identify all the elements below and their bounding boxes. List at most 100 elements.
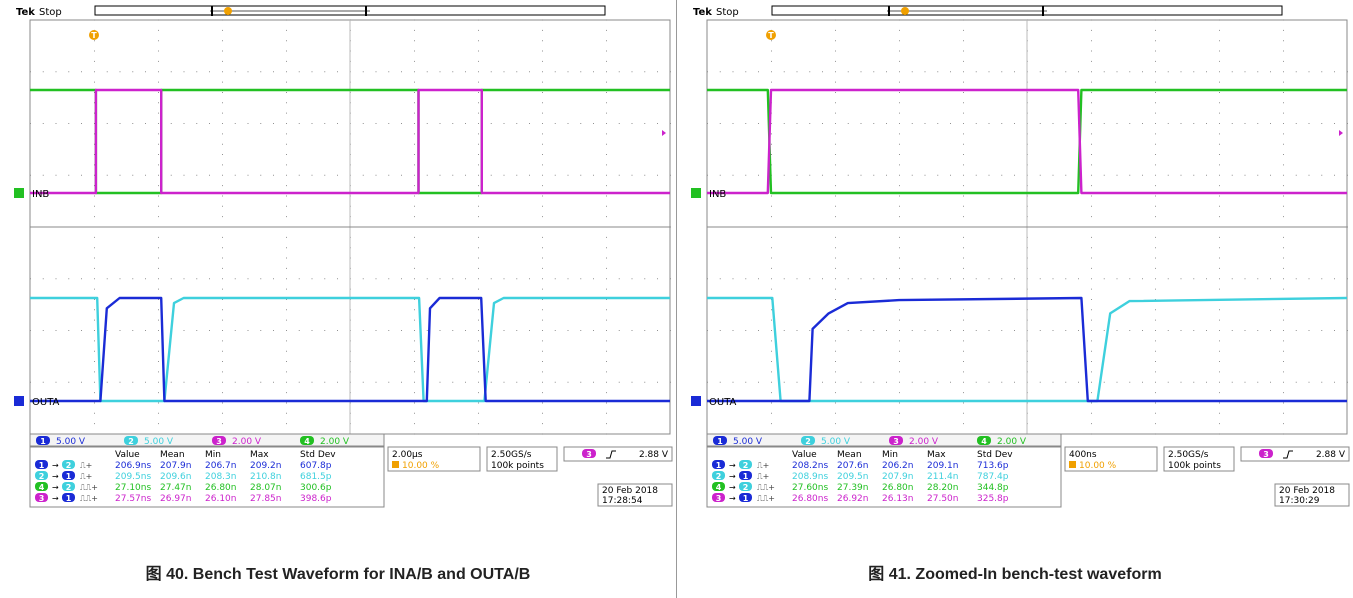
channel-scale-4: 2.00 V [320, 437, 350, 447]
channel-scale-bar [29, 433, 385, 447]
timebase-value: 2.00µs [392, 450, 423, 460]
trigger-channel: 3 [1263, 450, 1269, 459]
meas-row-2-to-badge [739, 482, 752, 491]
measurement-header-2: Min [882, 450, 898, 460]
trigger-level: 2.88 V [639, 450, 669, 460]
waveform-ch4 [707, 88, 1347, 195]
date-value: 20 Feb 2018 [1279, 486, 1335, 496]
trigger-pos-icon [392, 461, 399, 468]
measurement-header-0: Value [792, 450, 817, 460]
trace-label-upper: INB [709, 189, 726, 200]
trigger-position-value: 10.00 % [402, 461, 440, 471]
meas-row-1-val-4: 681.5p [300, 472, 332, 482]
meas-row-1-val-0: 209.5ns [115, 472, 151, 482]
meas-row-0-arrow: → [729, 461, 736, 470]
channel-scale-1: 5.00 V [56, 437, 86, 447]
meas-row-2-val-4: 344.8p [977, 483, 1009, 493]
meas-row-1-to-badge [739, 471, 752, 480]
meas-row-3-from-badge [35, 493, 48, 502]
brand-label: Tek [693, 7, 712, 18]
measurement-header-3: Max [250, 450, 269, 460]
record-length-value: 100k points [491, 461, 544, 471]
channel-scale-1: 5.00 V [733, 437, 763, 447]
meas-row-2-val-3: 28.07n [250, 483, 281, 493]
measurement-header-1: Mean [160, 450, 185, 460]
meas-row-3-from: 3 [39, 494, 45, 503]
waveform-ch3 [30, 88, 670, 195]
trace-label-lower: OUTA [32, 397, 60, 408]
trace-label-upper: INB [32, 189, 49, 200]
channel-badge-num-4: 4 [304, 437, 310, 446]
meas-row-0-val-2: 206.2n [882, 461, 913, 471]
channel-badge-num-2: 2 [805, 437, 811, 446]
meas-row-0-to-badge [62, 460, 75, 469]
time-value: 17:28:54 [602, 496, 643, 506]
measurement-header-0: Value [115, 450, 140, 460]
meas-row-1-to-badge [62, 471, 75, 480]
datetime-box [1274, 483, 1350, 507]
channel-badge-num-3: 3 [216, 437, 222, 446]
channel-badge-num-3: 3 [893, 437, 899, 446]
meas-row-3-val-3: 27.85n [250, 494, 281, 504]
meas-row-1-to: 1 [66, 472, 72, 481]
meas-row-0-from-badge [35, 460, 48, 469]
channel-scale-3: 2.00 V [909, 437, 939, 447]
trigger-position-label: T [768, 31, 774, 40]
record-trigger-marker [224, 7, 232, 15]
meas-row-3-val-1: 26.97n [160, 494, 191, 504]
meas-row-3-val-2: 26.13n [882, 494, 913, 504]
waveform-ch3 [707, 88, 1347, 195]
measurement-header-3: Max [927, 450, 946, 460]
trace-label-lower: OUTA [709, 397, 737, 408]
trigger-edge-icon [606, 450, 616, 459]
channel-badge-num-4: 4 [981, 437, 987, 446]
acquisition-state: Stop [716, 7, 739, 18]
meas-row-2-to-badge [62, 482, 75, 491]
channel-badge-3 [889, 436, 903, 445]
sample-rate-box [486, 446, 558, 472]
measurement-header-4: Std Dev [300, 450, 336, 460]
trigger-level-marker [662, 130, 666, 136]
measurement-header-1: Mean [837, 450, 862, 460]
meas-row-2-from: 4 [39, 483, 45, 492]
channel-scale-bar [706, 433, 1062, 447]
meas-row-0-from: 1 [716, 461, 722, 470]
record-trigger-marker [901, 7, 909, 15]
channel-badge-4 [977, 436, 991, 445]
meas-row-3-arrow: → [52, 494, 59, 503]
meas-row-3-edge: ⎍⎍+ [80, 494, 98, 503]
channel-scale-3: 2.00 V [232, 437, 262, 447]
trigger-channel-badge [1259, 449, 1273, 458]
record-bar [94, 5, 606, 16]
meas-row-3-arrow: → [729, 494, 736, 503]
meas-row-1-from: 2 [716, 472, 722, 481]
channel-scale-2: 5.00 V [144, 437, 174, 447]
trigger-channel: 3 [586, 450, 592, 459]
meas-row-3-val-0: 27.57ns [115, 494, 151, 504]
trace-marker-upper [691, 188, 701, 198]
meas-row-0-from: 1 [39, 461, 45, 470]
meas-row-0-val-3: 209.1n [927, 461, 958, 471]
meas-row-2-val-1: 27.47n [160, 483, 191, 493]
meas-row-3-val-4: 398.6p [300, 494, 332, 504]
measurement-table-frame [706, 446, 1062, 508]
meas-row-1-to: 1 [743, 472, 749, 481]
meas-row-3-from-badge [712, 493, 725, 502]
meas-row-1-arrow: → [52, 472, 59, 481]
meas-row-0-to: 2 [66, 461, 72, 470]
meas-row-3-val-4: 325.8p [977, 494, 1009, 504]
channel-badge-1 [36, 436, 50, 445]
meas-row-2-to: 2 [743, 483, 749, 492]
meas-row-0-from-badge [712, 460, 725, 469]
meas-row-0-edge: ⎍+ [80, 461, 92, 470]
trace-marker-upper [14, 188, 24, 198]
record-length-value: 100k points [1168, 461, 1221, 471]
sample-rate-value: 2.50GS/s [491, 450, 532, 460]
meas-row-2-from-badge [35, 482, 48, 491]
meas-row-0-to-badge [739, 460, 752, 469]
meas-row-2-edge: ⎍⎍+ [757, 483, 775, 492]
meas-row-1-from: 2 [39, 472, 45, 481]
meas-row-1-val-3: 210.8n [250, 472, 281, 482]
figure-caption-1: 图 40. Bench Test Waveform for INA/B and … [145, 566, 531, 583]
